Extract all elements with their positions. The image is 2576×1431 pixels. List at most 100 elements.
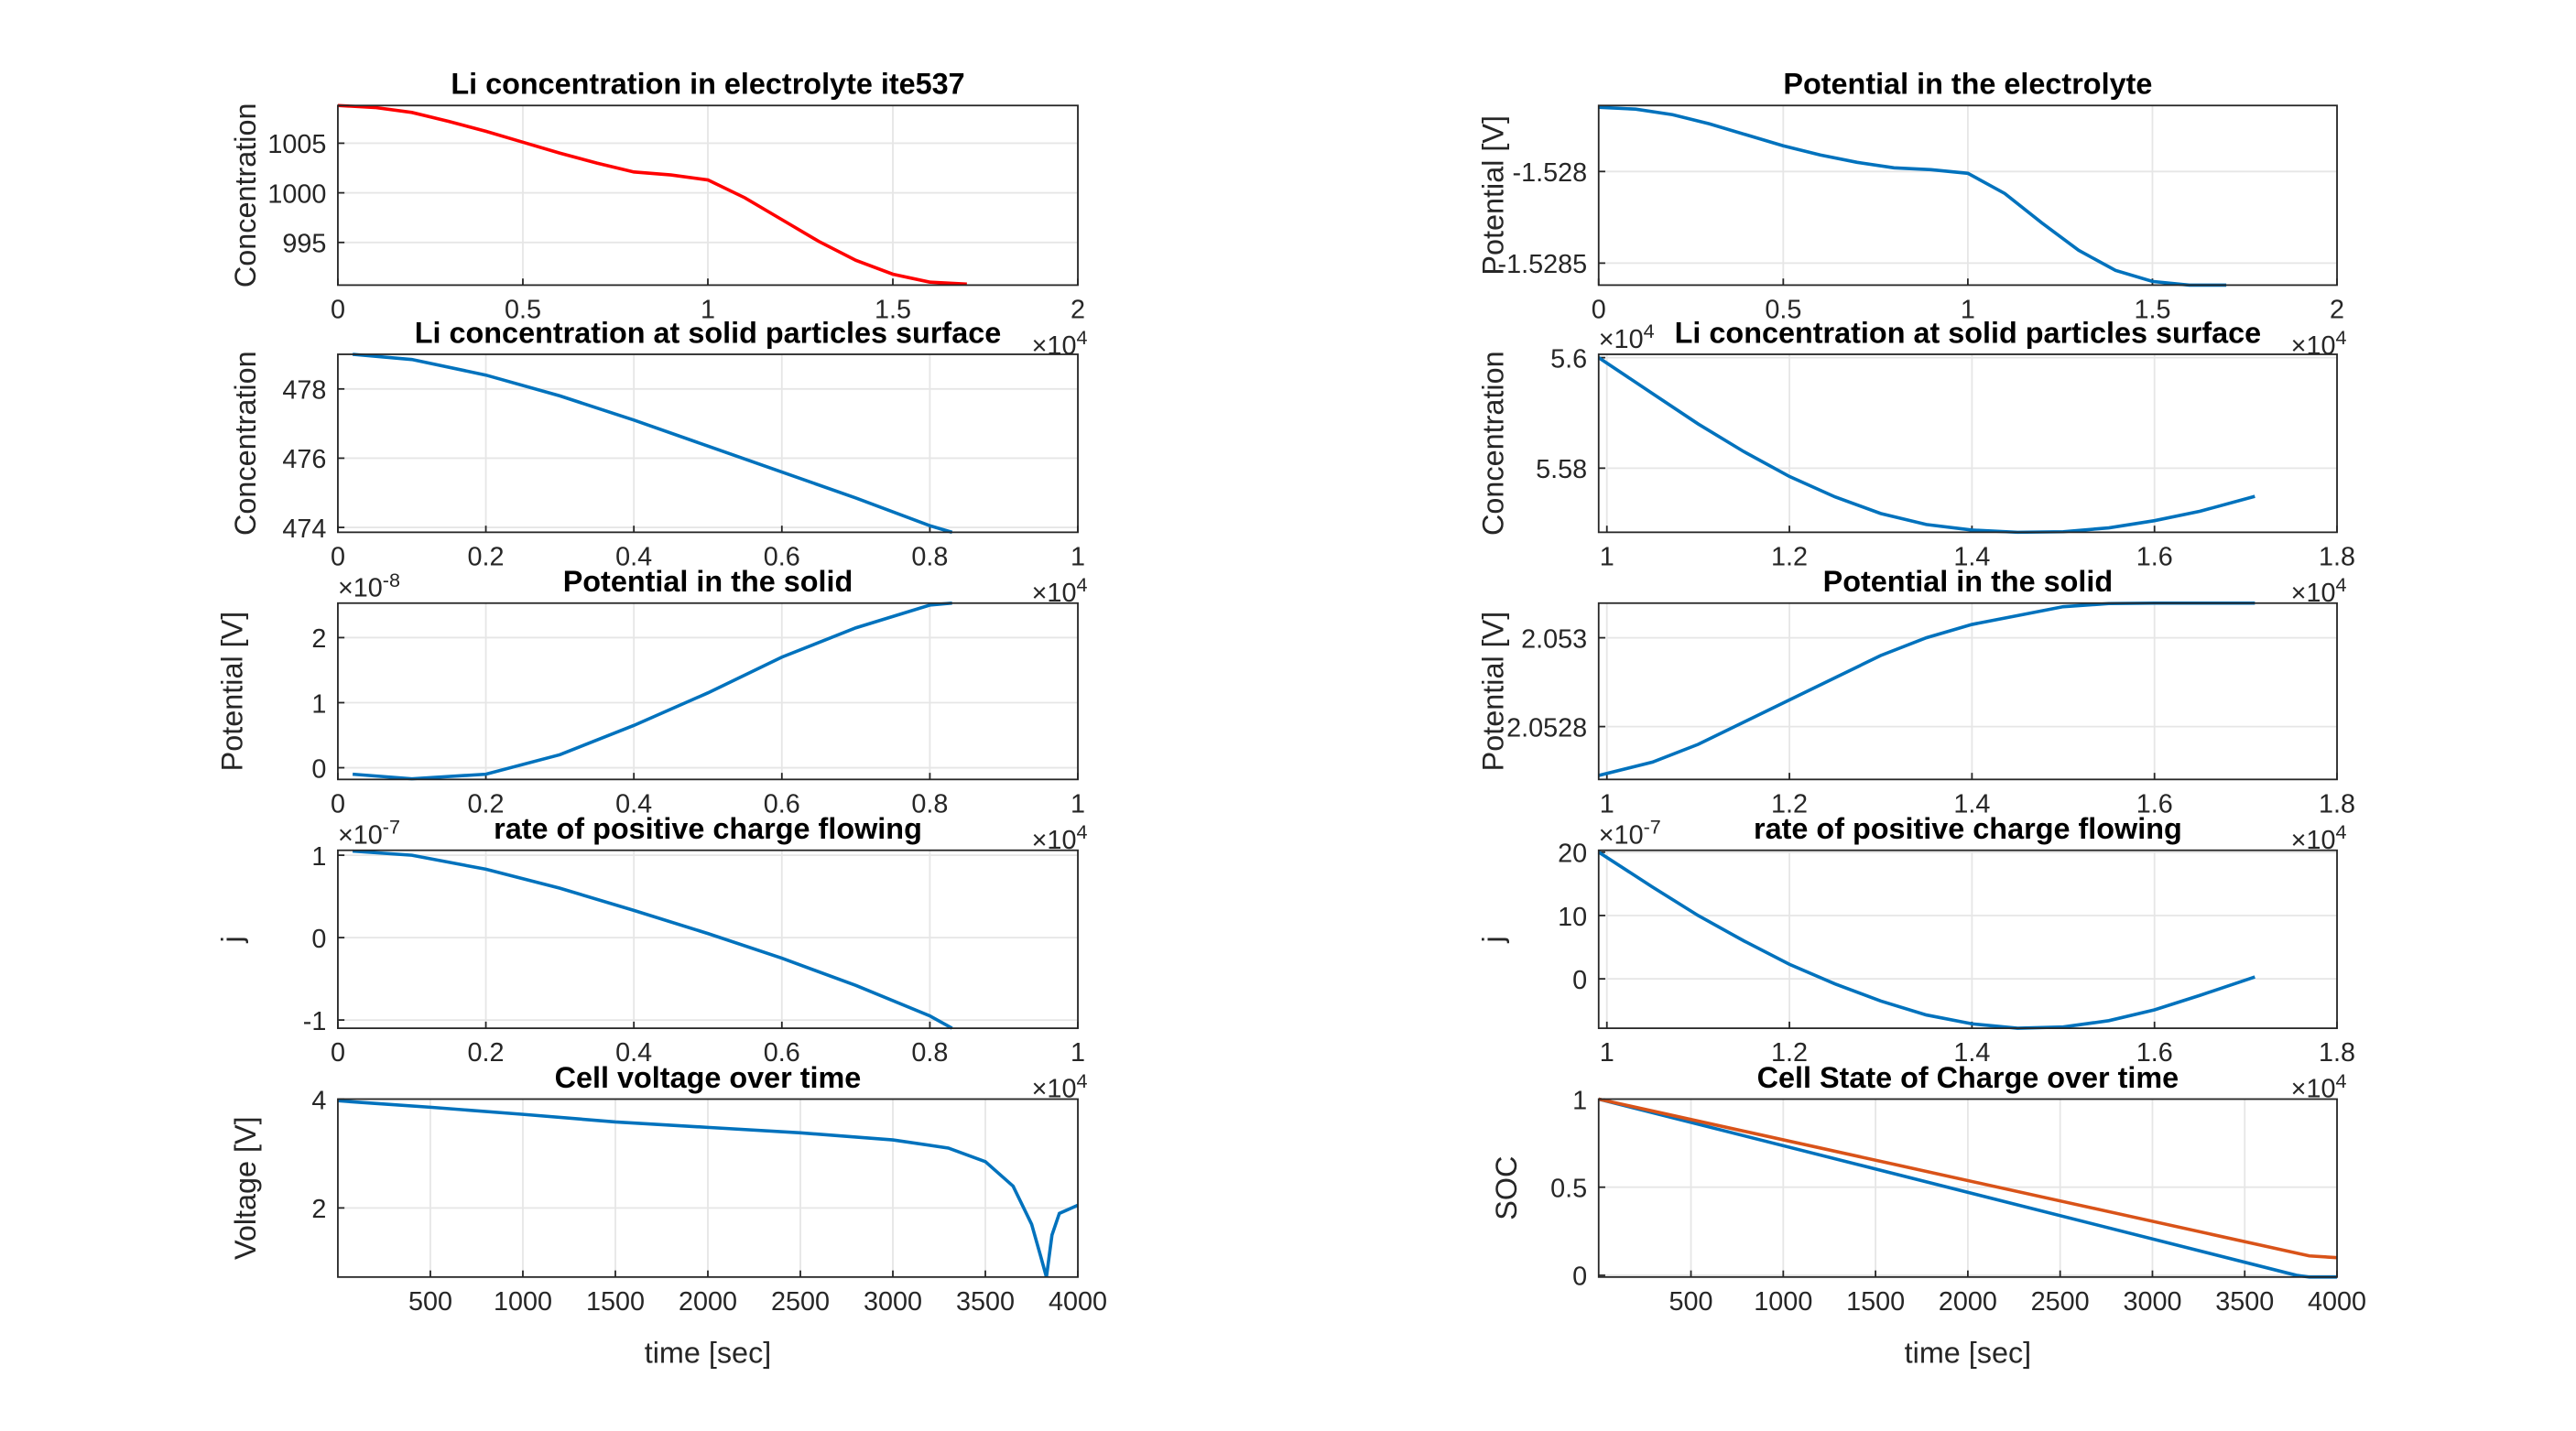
x-tick-label: 1	[701, 295, 715, 324]
x-tick-label: 0.5	[505, 295, 541, 324]
y-tick-label: 10	[1558, 903, 1587, 932]
y-axis-label: Concentration	[229, 351, 262, 536]
y-tick-label: 478	[282, 376, 326, 406]
y-tick-label: 474	[282, 515, 326, 544]
x-tick-label: 1	[1071, 542, 1085, 571]
x-tick-label: 500	[408, 1287, 452, 1317]
y-tick-label: 2.0528	[1506, 713, 1587, 743]
exponent-power: 4	[1076, 1069, 1087, 1092]
x-tick-label: 2000	[679, 1287, 737, 1317]
x-tick-label: 1.8	[2319, 789, 2355, 818]
x-tick-label: 4000	[2308, 1287, 2366, 1317]
data-line	[1598, 105, 2227, 287]
y-exponent: ×10-7	[338, 816, 400, 851]
y-tick-label: 0	[1572, 1263, 1587, 1292]
x-tick-label: 1.8	[2319, 542, 2355, 571]
x-tick-label: 3000	[2123, 1287, 2181, 1317]
data-line	[352, 849, 953, 1030]
x-tick-label: 0.5	[1765, 295, 1801, 324]
y-exponent: ×104	[1599, 320, 1655, 354]
y-tick-label: 995	[282, 230, 326, 259]
x-tick-label: 4000	[1049, 1287, 1107, 1317]
x-tick-label: 2000	[1939, 1287, 1997, 1317]
axes-box	[337, 104, 1079, 287]
exponent-power: 4	[2335, 573, 2346, 596]
x-tick-label: 1.2	[1771, 1038, 1808, 1068]
chart-title: Li concentration in electrolyte ite537	[451, 68, 964, 101]
axes-box	[337, 353, 1079, 534]
x-tick-label: 0.4	[615, 542, 652, 571]
exponent-power: 4	[1076, 326, 1087, 349]
x-tick-label: 0	[331, 789, 345, 818]
y-tick-label: 1	[1572, 1086, 1587, 1115]
data-line	[337, 103, 967, 287]
exponent-power: 4	[1076, 573, 1087, 596]
x-tick-label: 0.2	[468, 789, 505, 818]
x-axis-label: time [sec]	[645, 1336, 772, 1369]
x-tick-label: 2	[2330, 295, 2344, 324]
y-tick-label: 1	[311, 689, 326, 719]
x-tick-label: 0.2	[468, 542, 505, 571]
y-axis-label: Potential [V]	[216, 612, 249, 772]
axes-background	[337, 850, 1079, 1029]
x-axis-label: time [sec]	[1905, 1336, 2032, 1369]
x-tick-label: 3500	[2215, 1287, 2274, 1317]
x-tick-label: 1.2	[1771, 789, 1808, 818]
x-tick-label: 1.6	[2136, 1038, 2173, 1068]
exponent-power: -7	[1644, 816, 1661, 839]
x-tick-label: 3500	[956, 1287, 1015, 1317]
y-tick-label: -1.528	[1513, 158, 1588, 188]
chart-title: Li concentration at solid particles surf…	[415, 316, 1001, 349]
x-tick-label: 0	[1592, 295, 1606, 324]
x-tick-label: 1.4	[1953, 542, 1990, 571]
x-tick-label: 2500	[2031, 1287, 2090, 1317]
x-tick-label: 0	[331, 295, 345, 324]
data-line	[352, 601, 952, 781]
chart-title: rate of positive charge flowing	[1754, 812, 2182, 845]
y-tick-label: 1005	[267, 130, 326, 159]
exponent-power: 4	[1076, 820, 1087, 843]
exponent-power: 4	[2335, 326, 2346, 349]
x-tick-label: 1.5	[875, 295, 911, 324]
x-tick-label: 1.6	[2136, 542, 2173, 571]
exponent-base: ×10	[338, 821, 383, 851]
x-tick-label: 1.6	[2136, 789, 2173, 818]
x-tick-label: 500	[1669, 1287, 1713, 1317]
chart-title: rate of positive charge flowing	[494, 812, 922, 845]
y-axis-label: Voltage [V]	[229, 1116, 262, 1260]
x-tick-label: 1.4	[1953, 1038, 1990, 1068]
exponent-base: ×10	[1599, 821, 1644, 851]
x-tick-label: 0.6	[764, 542, 800, 571]
exponent-power: -8	[383, 569, 400, 591]
y-tick-label: 2.053	[1521, 624, 1587, 654]
x-tick-label: 0	[331, 1038, 345, 1068]
x-tick-label: 0.4	[615, 1038, 652, 1068]
x-tick-label: 1.2	[1771, 542, 1808, 571]
data-line	[1597, 356, 2255, 535]
data-line	[352, 352, 953, 535]
axes-box	[1597, 353, 2338, 534]
x-tick-label: 1.4	[1953, 789, 1990, 818]
axes-box	[337, 602, 1079, 781]
data-line	[1598, 1097, 2338, 1260]
y-tick-label: 1	[311, 842, 326, 872]
y-exponent: ×10-8	[338, 569, 400, 603]
chart-title: Cell voltage over time	[555, 1061, 862, 1094]
exponent-base: ×10	[1599, 325, 1644, 354]
x-tick-label: 0.8	[911, 1038, 948, 1068]
y-axis-label: Concentration	[229, 103, 262, 288]
axes-box	[337, 1098, 1079, 1278]
x-tick-label: 1500	[1846, 1287, 1905, 1317]
chart-title: Potential in the solid	[563, 565, 853, 598]
axes-background	[1598, 602, 2338, 780]
y-tick-label: -1.5285	[1498, 250, 1588, 279]
x-tick-label: 0.6	[764, 1038, 800, 1068]
axes-background	[1598, 850, 2338, 1029]
x-tick-label: 0.8	[911, 542, 948, 571]
data-line	[1597, 851, 2255, 1030]
x-tick-label: 1.8	[2319, 1038, 2355, 1068]
exponent-power: 4	[2335, 1069, 2346, 1092]
axes-background	[337, 353, 1079, 533]
y-axis-label: j	[216, 936, 249, 943]
x-tick-label: 0.8	[911, 789, 948, 818]
